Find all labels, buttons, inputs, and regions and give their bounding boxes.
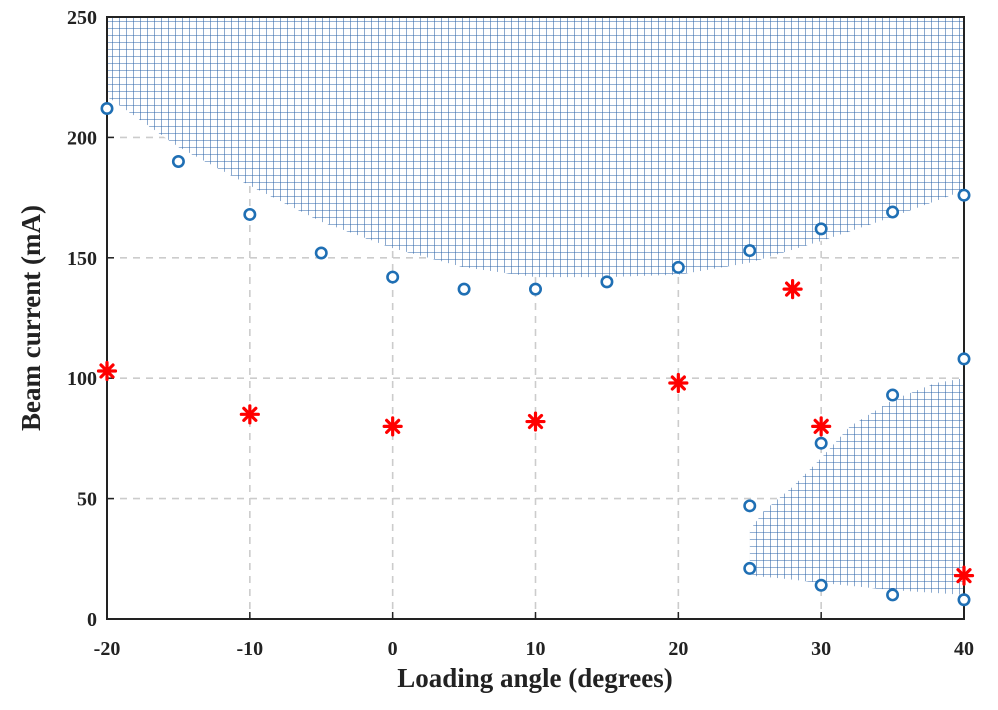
circle-marker bbox=[814, 222, 828, 236]
x-tick-label: -20 bbox=[94, 638, 121, 660]
circle-marker bbox=[171, 154, 185, 168]
star-marker bbox=[382, 416, 403, 437]
x-tick-label: 0 bbox=[388, 638, 398, 660]
star-marker bbox=[811, 416, 832, 437]
circle-marker bbox=[814, 436, 828, 450]
x-axis-title: Loading angle (degrees) bbox=[397, 663, 673, 693]
circle-marker bbox=[528, 282, 542, 296]
circle-marker bbox=[814, 578, 828, 592]
circle-marker bbox=[886, 205, 900, 219]
star-marker bbox=[239, 404, 260, 425]
circle-marker bbox=[957, 352, 971, 366]
y-axis-title: Beam current (mA) bbox=[16, 205, 46, 431]
circle-marker bbox=[243, 207, 257, 221]
star-marker bbox=[96, 360, 118, 382]
x-tick-label: 30 bbox=[811, 638, 831, 660]
y-tick-label: 150 bbox=[67, 248, 97, 270]
hatched-region bbox=[107, 17, 964, 278]
circle-marker bbox=[314, 246, 328, 260]
data-markers bbox=[96, 102, 975, 607]
circle-marker bbox=[743, 244, 757, 258]
y-tick-label: 0 bbox=[87, 609, 97, 631]
hatched-region bbox=[749, 378, 964, 595]
y-tick-label: 100 bbox=[67, 368, 97, 390]
star-marker bbox=[668, 372, 689, 394]
star-marker bbox=[953, 565, 975, 586]
circle-marker bbox=[957, 188, 971, 202]
grid-lines bbox=[107, 17, 964, 619]
circle-marker bbox=[100, 102, 114, 116]
y-tick-label: 200 bbox=[67, 127, 97, 149]
x-tick-label: 40 bbox=[954, 638, 974, 660]
x-tick-label: -10 bbox=[236, 638, 263, 660]
y-tick-label: 250 bbox=[67, 7, 97, 29]
circle-marker bbox=[743, 561, 757, 575]
circle-marker bbox=[600, 275, 614, 289]
circle-marker bbox=[671, 260, 685, 274]
circle-marker bbox=[886, 588, 900, 602]
x-tick-label: 20 bbox=[668, 638, 688, 660]
circle-marker bbox=[457, 282, 471, 296]
circle-marker bbox=[886, 388, 900, 402]
star-marker bbox=[525, 411, 546, 432]
hatched-regions bbox=[107, 17, 964, 595]
circle-marker bbox=[386, 270, 400, 284]
circle-marker bbox=[743, 499, 757, 513]
x-tick-label: 10 bbox=[526, 638, 546, 660]
star-marker bbox=[782, 279, 803, 300]
tick-labels: -20 -10 0 10 20 30 40 0 50 100 150 200 250 bbox=[67, 7, 974, 660]
circle-marker bbox=[957, 593, 971, 607]
y-tick-label: 50 bbox=[77, 489, 97, 511]
